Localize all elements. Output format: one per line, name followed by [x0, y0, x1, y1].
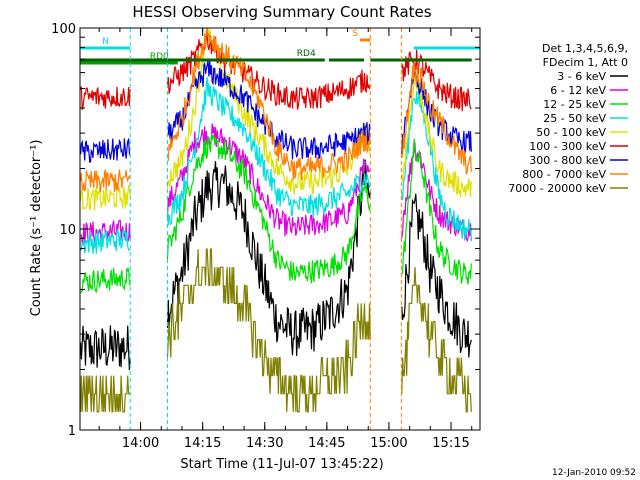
series-3-6-kev: [80, 159, 472, 371]
series-50-100-kev: [80, 28, 472, 211]
legend-header-line-1: Det 1,3,4,5,6,9,: [542, 42, 628, 55]
axes: 14:00 14:15 14:30 14:45 15:00 15:15 1 10 100: [51, 22, 480, 451]
series-line: [80, 28, 472, 193]
x-tick-label: 15:00: [370, 436, 407, 451]
y-tick-label: 10: [59, 223, 76, 238]
legend-entry-label: 3 - 6 keV: [557, 70, 606, 83]
series-line: [80, 248, 472, 413]
flag-s: S: [352, 29, 371, 42]
x-tick-label: 14:00: [122, 436, 159, 451]
y-axis-label: Count Rate (s⁻¹ detector⁻¹): [29, 140, 44, 317]
series-800-7000-kev: [80, 28, 472, 193]
legend-entry-label: 100 - 300 keV: [529, 140, 606, 153]
timestamp: 12-Jan-2010 09:52: [552, 468, 636, 478]
flag-label: N: [102, 37, 109, 47]
y-tick-label: 100: [51, 22, 76, 37]
flag-label: S: [352, 29, 358, 39]
x-axis-label: Start Time (11-Jul-07 13:45:22): [180, 457, 383, 472]
state-flags: N RD0 RD4 S: [80, 29, 480, 65]
data-gap-markers: [129, 28, 402, 430]
x-tick-label: 14:15: [184, 436, 221, 451]
legend-entry-label: 800 - 7000 keV: [522, 168, 606, 181]
y-tick-label: 1: [68, 424, 76, 439]
flag-rd4: RD4: [80, 49, 472, 62]
x-tick-label: 14:30: [246, 436, 283, 451]
series-line: [80, 134, 472, 294]
flag-label: RD0: [150, 52, 169, 62]
legend: Det 1,3,4,5,6,9, FDecim 1, Att 0 3 - 6 k…: [508, 42, 628, 195]
series-line: [80, 77, 472, 255]
legend-entry-label: 300 - 800 keV: [529, 154, 606, 167]
legend-entry-label: 7000 - 20000 keV: [508, 182, 606, 195]
chart-title: HESSI Observing Summary Count Rates: [132, 3, 431, 21]
legend-header-line-2: FDecim 1, Att 0: [543, 56, 628, 69]
legend-entry-label: 25 - 50 keV: [543, 112, 606, 125]
flag-rd0: RD0: [80, 52, 178, 65]
series-line: [80, 28, 472, 211]
series-layer: [80, 28, 472, 413]
legend-entry-label: 6 - 12 keV: [550, 84, 606, 97]
x-tick-label: 14:45: [308, 436, 345, 451]
series-line: [80, 159, 472, 371]
x-tick-label: 15:15: [432, 436, 469, 451]
legend-entry-label: 50 - 100 keV: [536, 126, 606, 139]
series-25-50-kev: [80, 77, 472, 255]
legend-entry-label: 12 - 25 keV: [543, 98, 606, 111]
flag-n: N: [80, 37, 480, 50]
series-12-25-kev: [80, 134, 472, 294]
series-7000-20000-kev: [80, 248, 472, 413]
flag-label: RD4: [297, 49, 316, 59]
